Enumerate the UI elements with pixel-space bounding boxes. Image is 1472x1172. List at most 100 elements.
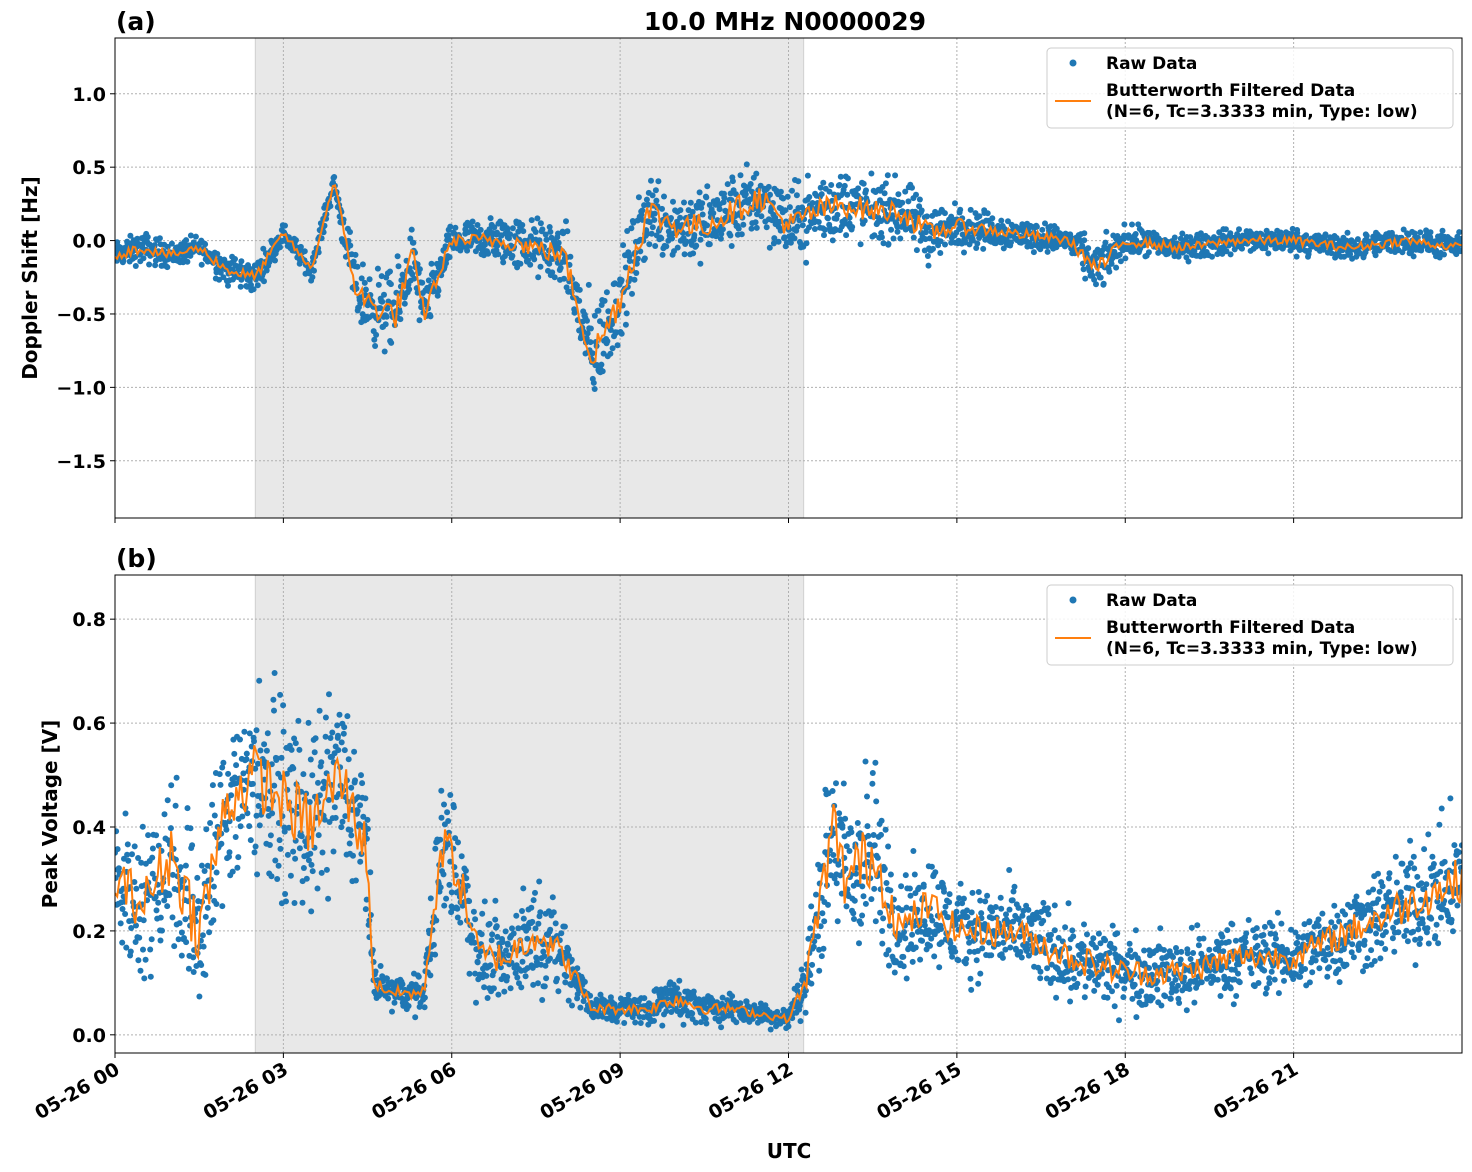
raw-data-point — [184, 805, 191, 812]
raw-data-point — [363, 896, 370, 903]
raw-data-point — [938, 926, 944, 932]
raw-data-point — [1123, 960, 1130, 967]
raw-data-point — [364, 825, 371, 832]
raw-data-point — [389, 1008, 395, 1015]
raw-data-point — [837, 872, 844, 879]
raw-data-point — [323, 866, 330, 873]
raw-data-point — [811, 226, 818, 232]
raw-data-point — [1089, 972, 1095, 978]
raw-data-point — [1272, 935, 1279, 942]
raw-data-point — [164, 243, 171, 250]
raw-data-point — [1293, 253, 1300, 260]
raw-data-point — [399, 271, 406, 278]
raw-data-point — [305, 719, 312, 726]
raw-data-point — [724, 181, 731, 188]
raw-data-point — [683, 1007, 690, 1014]
raw-data-point — [1243, 930, 1250, 937]
raw-data-point — [1427, 229, 1434, 236]
raw-data-point — [1306, 979, 1313, 986]
raw-data-point — [237, 283, 244, 290]
raw-data-point — [1439, 227, 1446, 234]
raw-data-point — [803, 259, 810, 266]
raw-data-point — [209, 801, 216, 808]
raw-data-point — [886, 922, 893, 929]
raw-data-point — [833, 780, 839, 787]
raw-data-point — [957, 206, 964, 213]
raw-data-point — [1253, 933, 1259, 940]
raw-data-point — [917, 956, 924, 963]
raw-data-point — [346, 840, 353, 847]
raw-data-point — [623, 310, 630, 317]
raw-data-point — [937, 238, 944, 245]
raw-data-point — [860, 180, 867, 187]
raw-data-point — [851, 897, 858, 904]
raw-data-point — [338, 824, 345, 831]
raw-data-point — [1184, 950, 1191, 957]
raw-data-point — [692, 1019, 699, 1026]
raw-data-point — [172, 802, 179, 809]
raw-data-point — [1255, 980, 1262, 986]
raw-data-point — [1091, 276, 1098, 283]
raw-data-point — [159, 927, 165, 934]
raw-data-point — [1347, 251, 1354, 258]
raw-data-point — [1111, 1003, 1118, 1010]
raw-data-point — [469, 934, 476, 941]
raw-data-point — [477, 226, 484, 233]
raw-data-point — [882, 826, 889, 833]
raw-data-point — [140, 946, 146, 953]
raw-data-point — [569, 1002, 575, 1009]
raw-data-point — [530, 981, 537, 988]
raw-data-point — [178, 929, 185, 936]
raw-data-point — [670, 198, 676, 205]
raw-data-point — [1099, 970, 1105, 977]
raw-data-point — [301, 248, 308, 255]
raw-data-point — [1047, 936, 1053, 943]
raw-data-point — [1105, 984, 1112, 991]
raw-data-point — [388, 339, 395, 346]
raw-data-point — [1080, 266, 1087, 273]
raw-data-point — [428, 260, 435, 267]
raw-data-point — [551, 274, 558, 281]
raw-data-point — [982, 236, 989, 243]
raw-data-point — [929, 917, 936, 924]
raw-data-point — [1354, 236, 1361, 243]
raw-data-point — [240, 770, 247, 777]
raw-data-point — [504, 974, 511, 980]
raw-data-point — [952, 948, 959, 955]
raw-data-point — [178, 952, 185, 959]
panel-label-b: (b) — [116, 544, 157, 573]
raw-data-point — [502, 928, 509, 935]
raw-data-point — [314, 885, 321, 892]
raw-data-point — [281, 828, 288, 835]
raw-data-point — [169, 914, 176, 921]
raw-data-point — [691, 994, 698, 1001]
raw-data-point — [878, 817, 885, 824]
raw-data-point — [881, 190, 888, 197]
raw-data-point — [1132, 927, 1139, 934]
raw-data-point — [220, 759, 227, 766]
raw-data-point — [984, 210, 991, 217]
raw-data-point — [534, 215, 541, 222]
raw-data-point — [1266, 975, 1273, 982]
raw-data-point — [765, 183, 772, 190]
raw-data-point — [1269, 923, 1276, 930]
raw-data-point — [261, 278, 267, 285]
raw-data-point — [809, 200, 816, 206]
raw-data-point — [599, 368, 606, 375]
raw-data-point — [1023, 941, 1030, 947]
raw-data-point — [309, 274, 316, 281]
raw-data-point — [133, 922, 139, 929]
raw-data-point — [476, 953, 483, 960]
raw-data-point — [941, 210, 948, 217]
raw-data-point — [766, 244, 773, 251]
raw-data-point — [1220, 948, 1227, 955]
raw-data-point — [903, 975, 910, 982]
raw-data-point — [903, 904, 910, 911]
raw-data-point — [246, 730, 253, 737]
raw-data-point — [128, 925, 135, 931]
raw-data-point — [1306, 918, 1313, 925]
raw-data-point — [643, 196, 650, 203]
raw-data-point — [167, 825, 174, 832]
raw-data-point — [1149, 994, 1156, 1001]
raw-data-point — [908, 941, 915, 948]
